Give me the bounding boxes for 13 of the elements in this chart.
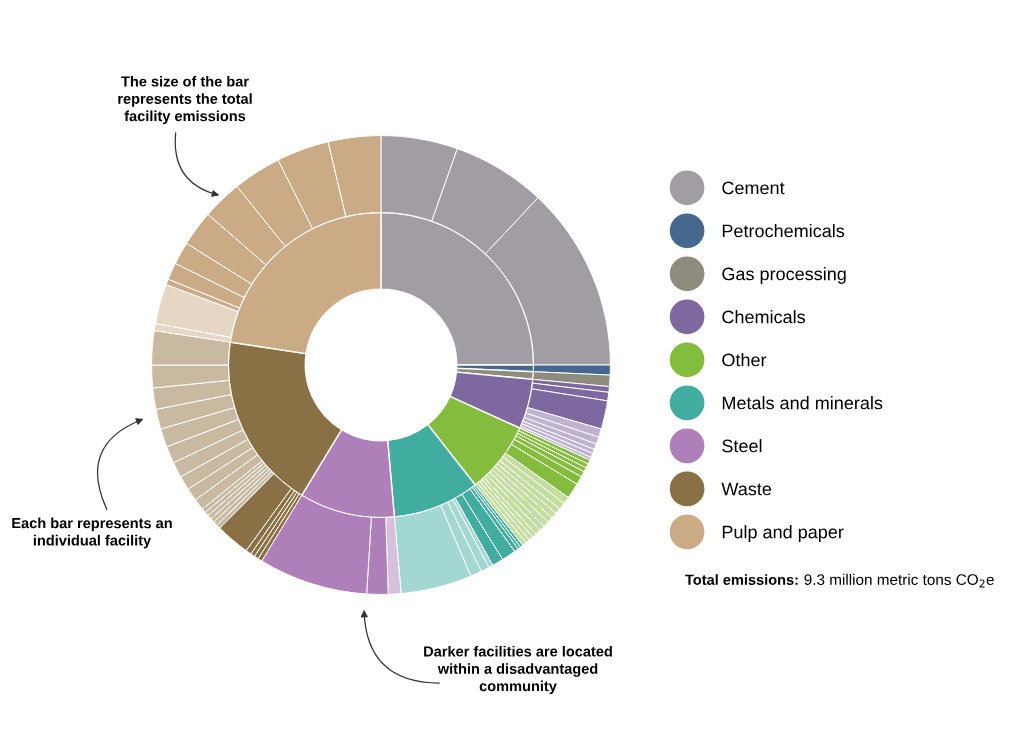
text: Each bar represents an individual facility [12, 517, 172, 549]
text: The size of the bar represents the total facility emissions [118, 75, 252, 125]
text: Darker facilities are located within a disadvantaged community [424, 645, 612, 695]
legend-label: Waste [721, 482, 772, 496]
text: Total emissions: 9.3 million metric tons CO$_{2}$e [685, 573, 994, 588]
legend-label: Cement [722, 181, 785, 195]
legend-label: Gas processing [722, 267, 846, 284]
legend-label: Pulp and paper [722, 525, 844, 542]
legend-label: Steel [722, 439, 762, 453]
legend-label: Chemicals [722, 310, 806, 324]
legend-label: Petrochemicals [722, 224, 845, 238]
legend-label: Other [722, 353, 767, 367]
legend-label: Metals and minerals [722, 396, 883, 410]
